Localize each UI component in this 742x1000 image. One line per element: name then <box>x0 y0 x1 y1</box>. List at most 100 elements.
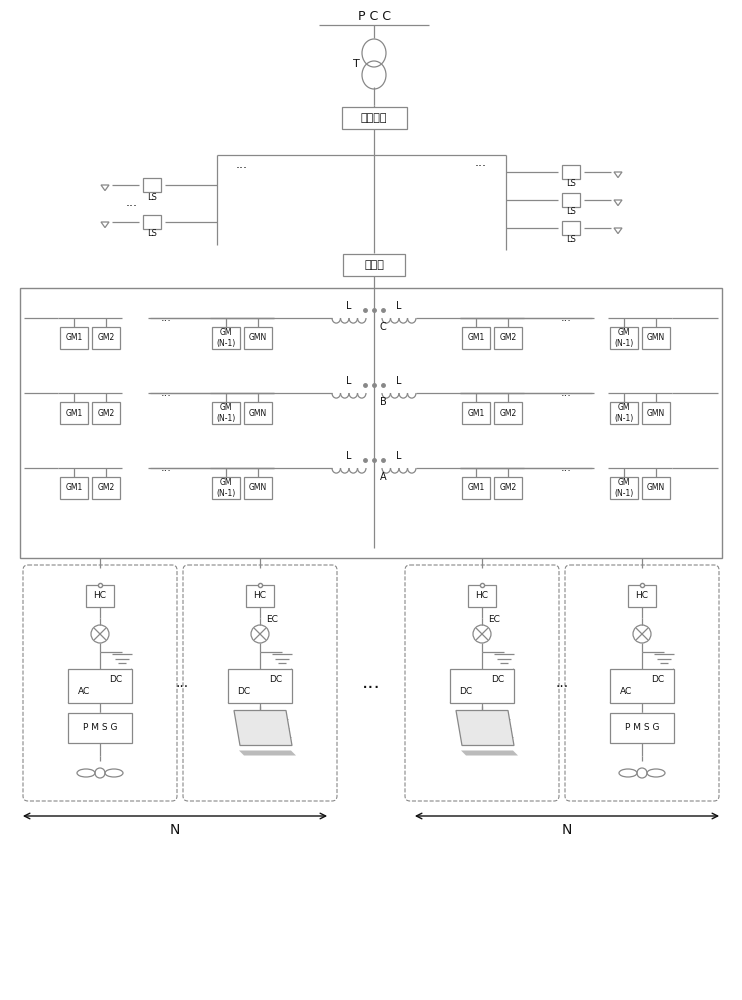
FancyBboxPatch shape <box>405 565 559 801</box>
Bar <box>642 327 670 349</box>
Bar <box>244 327 272 349</box>
Bar <box>228 669 292 703</box>
Text: ...: ... <box>560 388 571 398</box>
Polygon shape <box>239 750 296 756</box>
Text: 静态开关: 静态开关 <box>361 113 387 123</box>
Bar <box>462 402 490 424</box>
Text: ...: ... <box>160 463 171 473</box>
Bar <box>343 254 405 276</box>
Bar <box>562 221 580 235</box>
Text: ...: ... <box>556 676 568 690</box>
Bar <box>212 402 240 424</box>
Bar <box>610 477 638 499</box>
Text: EC: EC <box>266 615 278 624</box>
Bar <box>246 585 274 607</box>
Text: GM2: GM2 <box>499 408 516 418</box>
Text: N: N <box>562 823 572 837</box>
FancyBboxPatch shape <box>183 565 337 801</box>
Bar <box>68 713 132 743</box>
Text: GMN: GMN <box>647 334 665 342</box>
Text: ...: ... <box>160 388 171 398</box>
Text: AC: AC <box>78 688 90 696</box>
Text: LS: LS <box>147 230 157 238</box>
Text: GM
(N-1): GM (N-1) <box>614 478 634 498</box>
Bar <box>143 215 161 229</box>
Text: GMN: GMN <box>249 484 267 492</box>
Text: GM2: GM2 <box>499 334 516 342</box>
Bar <box>610 669 674 703</box>
Text: DC: DC <box>459 688 473 696</box>
Bar <box>450 669 514 703</box>
Polygon shape <box>234 710 292 746</box>
Text: HC: HC <box>93 591 107 600</box>
Bar <box>610 713 674 743</box>
Bar <box>462 327 490 349</box>
Text: LS: LS <box>147 192 157 202</box>
Text: L: L <box>347 301 352 311</box>
Bar <box>60 327 88 349</box>
FancyBboxPatch shape <box>565 565 719 801</box>
Text: GMN: GMN <box>647 408 665 418</box>
Text: L: L <box>347 376 352 386</box>
Text: 滤波器: 滤波器 <box>364 260 384 270</box>
Bar <box>494 402 522 424</box>
Text: ...: ... <box>475 155 487 168</box>
Text: GM
(N-1): GM (N-1) <box>614 328 634 348</box>
Text: L: L <box>347 451 352 461</box>
Text: P M S G: P M S G <box>83 724 117 732</box>
Text: B: B <box>380 397 387 407</box>
Bar <box>494 327 522 349</box>
Text: HC: HC <box>254 591 266 600</box>
Text: GM1: GM1 <box>467 408 485 418</box>
Text: GM
(N-1): GM (N-1) <box>217 478 236 498</box>
Text: EC: EC <box>488 615 500 624</box>
Bar <box>92 402 120 424</box>
Text: GMN: GMN <box>647 484 665 492</box>
Bar <box>143 178 161 192</box>
Text: T: T <box>352 59 359 69</box>
Text: GMN: GMN <box>249 334 267 342</box>
Bar <box>642 402 670 424</box>
Text: L: L <box>396 376 401 386</box>
Polygon shape <box>461 750 518 756</box>
Bar <box>244 477 272 499</box>
Bar <box>60 402 88 424</box>
Text: L: L <box>396 301 401 311</box>
Bar <box>462 477 490 499</box>
Bar <box>494 477 522 499</box>
Text: GM1: GM1 <box>467 334 485 342</box>
Text: GM1: GM1 <box>65 334 82 342</box>
Text: A: A <box>380 472 387 482</box>
Text: HC: HC <box>476 591 488 600</box>
Text: LS: LS <box>566 208 576 217</box>
Bar <box>86 585 114 607</box>
Bar <box>610 402 638 424</box>
Text: N: N <box>170 823 180 837</box>
Text: ...: ... <box>361 674 381 692</box>
Text: ...: ... <box>236 158 248 172</box>
Text: P M S G: P M S G <box>625 724 659 732</box>
Bar <box>212 477 240 499</box>
Bar <box>20 288 722 558</box>
Text: GMN: GMN <box>249 408 267 418</box>
Bar <box>60 477 88 499</box>
Text: P C C: P C C <box>358 9 390 22</box>
Bar <box>92 327 120 349</box>
Text: GM
(N-1): GM (N-1) <box>217 328 236 348</box>
Text: GM2: GM2 <box>97 334 114 342</box>
Bar <box>562 165 580 179</box>
Text: DC: DC <box>109 676 122 684</box>
Bar <box>212 327 240 349</box>
Bar <box>468 585 496 607</box>
Text: HC: HC <box>635 591 649 600</box>
Bar <box>92 477 120 499</box>
Text: DC: DC <box>491 676 505 684</box>
Text: ...: ... <box>175 676 188 690</box>
Text: DC: DC <box>269 676 283 684</box>
Bar <box>610 327 638 349</box>
Text: GM2: GM2 <box>499 484 516 492</box>
Text: GM
(N-1): GM (N-1) <box>217 403 236 423</box>
FancyBboxPatch shape <box>23 565 177 801</box>
Text: DC: DC <box>651 676 665 684</box>
Text: AC: AC <box>620 688 632 696</box>
